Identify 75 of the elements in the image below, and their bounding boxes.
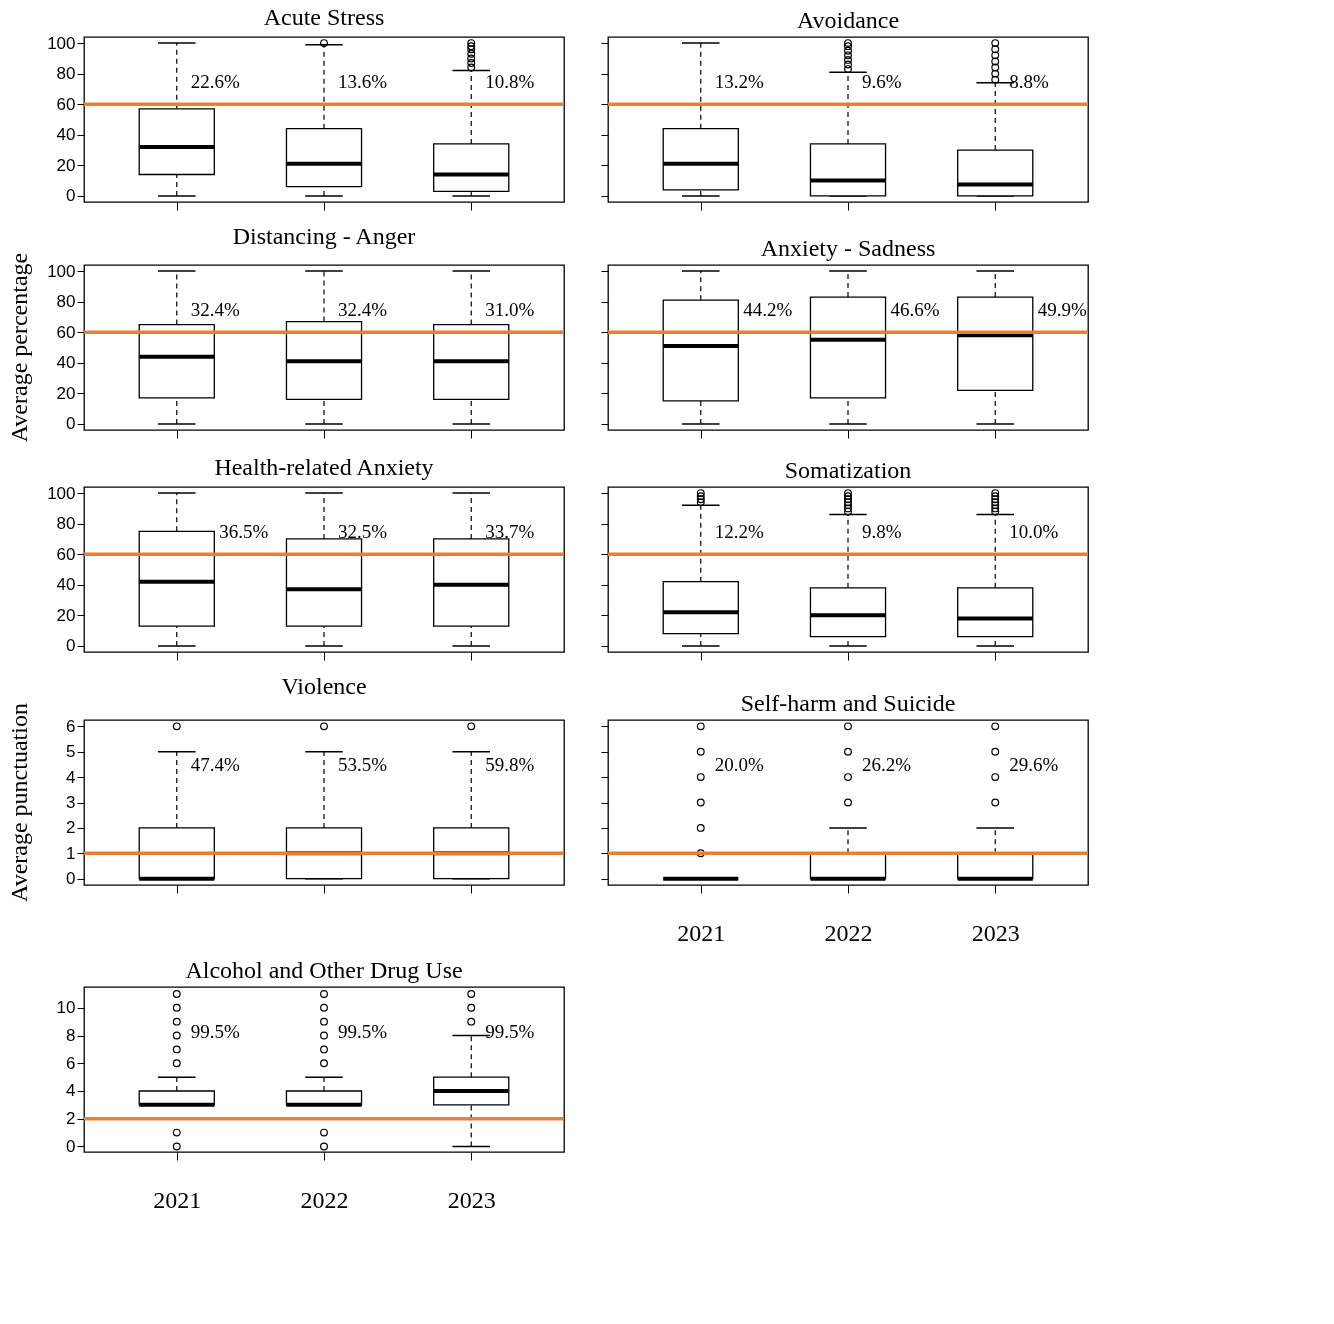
annotation: 99.5% bbox=[338, 1020, 388, 1042]
y-tick-label: 0 bbox=[66, 186, 76, 206]
y-tick-label: 4 bbox=[66, 767, 76, 787]
annotation: 13.2% bbox=[714, 70, 765, 92]
annotation: 36.5% bbox=[219, 520, 269, 542]
y-tick-label: 100 bbox=[47, 261, 76, 281]
annotation: 59.8% bbox=[485, 753, 535, 775]
x-tick-label: 2023 bbox=[971, 919, 1020, 946]
chart-title: Self-harm and Suicide bbox=[740, 690, 956, 716]
y-tick-label: 0 bbox=[66, 636, 76, 656]
chart-title: Anxiety - Sadness bbox=[760, 235, 936, 261]
annotation: 9.8% bbox=[862, 520, 902, 542]
y-tick-label: 100 bbox=[47, 483, 76, 503]
y-tick-label: 100 bbox=[47, 33, 76, 53]
y-tick-label: 40 bbox=[56, 353, 76, 373]
y-tick-label: 20 bbox=[56, 155, 76, 175]
chart-title: Avoidance bbox=[796, 7, 900, 33]
annotation: 32.4% bbox=[190, 298, 241, 320]
annotation: 32.5% bbox=[338, 520, 388, 542]
annotation: 29.6% bbox=[1009, 753, 1059, 775]
y-axis-title: Average punctuation bbox=[6, 703, 32, 902]
y-tick-label: 6 bbox=[66, 1053, 76, 1073]
chart-title: Violence bbox=[281, 673, 367, 700]
y-tick-label: 20 bbox=[56, 383, 76, 403]
annotation: 33.7% bbox=[485, 520, 535, 542]
y-tick-label: 80 bbox=[56, 514, 76, 534]
annotation: 10.8% bbox=[485, 70, 535, 92]
annotation: 46.6% bbox=[890, 298, 940, 320]
x-tick-label: 2022 bbox=[824, 919, 873, 946]
annotation: 26.2% bbox=[862, 753, 912, 775]
y-tick-label: 0 bbox=[66, 1136, 76, 1156]
annotation: 22.6% bbox=[190, 70, 241, 92]
y-tick-label: 0 bbox=[66, 414, 76, 434]
y-tick-label: 4 bbox=[66, 1081, 76, 1101]
annotation: 99.5% bbox=[485, 1020, 535, 1042]
y-tick-label: 60 bbox=[56, 544, 76, 564]
y-tick-label: 40 bbox=[56, 125, 76, 145]
y-tick-label: 80 bbox=[56, 292, 76, 312]
annotation: 10.0% bbox=[1009, 520, 1059, 542]
annotation: 20.0% bbox=[714, 753, 765, 775]
annotation: 49.9% bbox=[1037, 298, 1088, 320]
chart-title: Distancing - Anger bbox=[232, 222, 416, 249]
y-tick-label: 10 bbox=[56, 998, 76, 1018]
chart-title: Acute Stress bbox=[263, 4, 385, 31]
annotation: 47.4% bbox=[190, 753, 241, 775]
annotation: 32.4% bbox=[338, 298, 388, 320]
y-tick-label: 1 bbox=[66, 843, 76, 863]
y-tick-label: 60 bbox=[56, 322, 76, 342]
annotation: 53.5% bbox=[338, 753, 388, 775]
annotation: 8.8% bbox=[1009, 70, 1049, 92]
y-tick-label: 2 bbox=[66, 1109, 76, 1129]
y-tick-label: 40 bbox=[56, 575, 76, 595]
y-tick-label: 2 bbox=[66, 818, 76, 838]
y-tick-label: 80 bbox=[56, 64, 76, 84]
x-tick-label: 2021 bbox=[153, 1186, 202, 1213]
y-tick-label: 3 bbox=[66, 793, 76, 812]
annotation: 31.0% bbox=[485, 298, 535, 320]
y-tick-label: 8 bbox=[66, 1026, 76, 1046]
chart-title: Alcohol and Other Drug Use bbox=[185, 957, 463, 983]
annotation: 12.2% bbox=[714, 520, 765, 542]
y-tick-label: 5 bbox=[66, 742, 76, 762]
y-tick-label: 0 bbox=[66, 869, 76, 889]
y-axis-title: Average percentage bbox=[6, 252, 32, 443]
y-tick-label: 60 bbox=[56, 94, 76, 114]
annotation: 99.5% bbox=[190, 1020, 241, 1042]
x-tick-label: 2023 bbox=[447, 1186, 496, 1213]
y-tick-label: 6 bbox=[66, 716, 76, 736]
x-tick-label: 2022 bbox=[300, 1186, 349, 1213]
annotation: 9.6% bbox=[862, 70, 902, 92]
annotation: 44.2% bbox=[743, 298, 793, 320]
chart-title: Health-related Anxiety bbox=[214, 454, 434, 481]
y-tick-label: 20 bbox=[56, 605, 76, 625]
chart-title: Somatization bbox=[784, 457, 912, 483]
x-tick-label: 2021 bbox=[677, 919, 726, 946]
annotation: 13.6% bbox=[338, 70, 388, 92]
